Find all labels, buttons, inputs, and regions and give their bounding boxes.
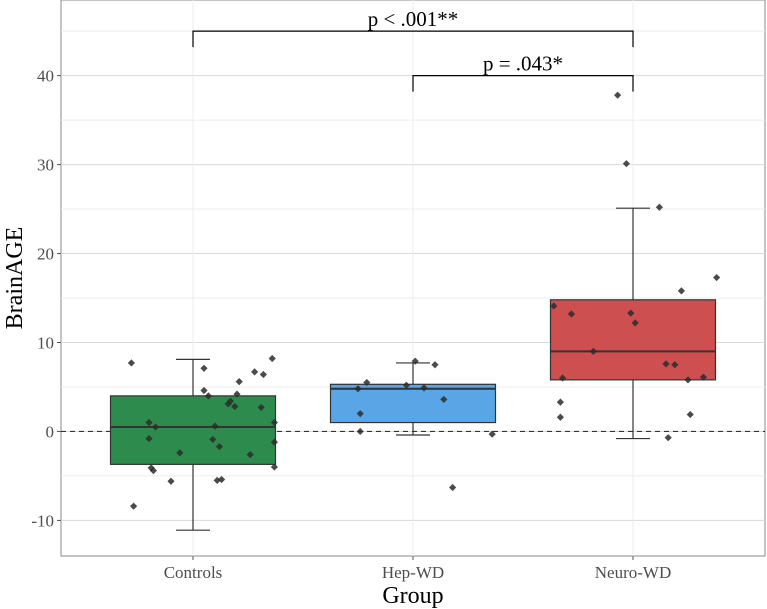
significance-bracket	[192, 30, 634, 48]
data-point	[259, 370, 267, 379]
data-point	[257, 403, 265, 412]
data-point	[631, 319, 639, 327]
data-point	[145, 418, 153, 427]
data-point	[209, 435, 217, 444]
data-point	[567, 310, 575, 318]
x-tick-label: Controls	[164, 563, 223, 582]
data-point	[176, 449, 184, 457]
data-point	[684, 376, 692, 384]
y-axis-ticks: -10 0 10 20 30 40	[31, 67, 61, 530]
data-point	[363, 378, 371, 387]
data-point	[218, 475, 226, 484]
data-point	[213, 476, 221, 484]
data-point	[270, 463, 278, 471]
data-point	[550, 302, 558, 310]
data-point	[699, 373, 707, 381]
y-tick-label: 30	[37, 156, 54, 175]
data-point	[589, 347, 597, 355]
data-point	[411, 357, 419, 365]
data-point	[662, 360, 670, 368]
x-axis-ticks: Controls Hep-WD Neuro-WD	[164, 556, 671, 582]
data-point	[215, 442, 223, 451]
data-point	[211, 422, 219, 430]
significance-label: p = .043*	[483, 52, 563, 76]
data-point	[622, 160, 630, 168]
y-tick-label: 0	[46, 422, 55, 441]
data-point	[677, 287, 685, 295]
data-point	[200, 364, 208, 372]
data-point	[713, 273, 721, 282]
data-point	[488, 430, 496, 438]
data-point	[145, 434, 153, 443]
data-point	[270, 438, 278, 446]
data-point	[167, 477, 175, 485]
y-tick-label: 10	[37, 333, 54, 352]
y-tick-label: -10	[31, 511, 54, 530]
box-controls	[109, 395, 277, 465]
data-point	[233, 390, 241, 398]
data-point	[152, 423, 160, 431]
data-point	[235, 378, 243, 386]
y-tick-label: 20	[37, 245, 54, 264]
x-tick-label: Hep-WD	[382, 563, 444, 582]
data-point	[356, 410, 364, 418]
data-point	[268, 354, 276, 363]
data-point	[664, 434, 672, 442]
data-point	[556, 413, 564, 421]
data-point	[614, 91, 622, 99]
data-point	[556, 398, 564, 406]
y-tick-label: 40	[37, 67, 54, 86]
data-point	[127, 359, 135, 367]
data-point	[559, 374, 567, 382]
y-axis-title: BrainAGE	[2, 227, 28, 330]
data-point	[130, 502, 138, 510]
data-point	[440, 395, 448, 404]
data-point	[246, 450, 254, 459]
data-point	[251, 368, 259, 376]
data-point	[627, 309, 635, 317]
significance-bracket	[412, 75, 634, 92]
data-point	[226, 397, 234, 405]
points-layer	[127, 91, 721, 510]
data-point	[671, 361, 679, 369]
significance-brackets: p < .001** p = .043*	[192, 7, 634, 92]
data-point	[655, 203, 663, 211]
data-point	[200, 386, 208, 395]
data-point	[149, 466, 157, 475]
data-point	[431, 361, 439, 369]
data-point	[270, 418, 278, 427]
data-point	[147, 464, 155, 472]
data-point	[686, 410, 694, 419]
x-tick-label: Neuro-WD	[595, 563, 671, 582]
data-point	[354, 385, 362, 393]
x-axis-title: Group	[382, 583, 443, 609]
data-point	[231, 402, 239, 411]
data-point	[204, 392, 212, 400]
data-point	[449, 483, 457, 492]
significance-label: p < .001**	[368, 7, 459, 31]
box-hep-wd	[329, 383, 497, 424]
data-point	[420, 384, 428, 392]
data-point	[402, 381, 410, 389]
data-point	[356, 427, 364, 436]
